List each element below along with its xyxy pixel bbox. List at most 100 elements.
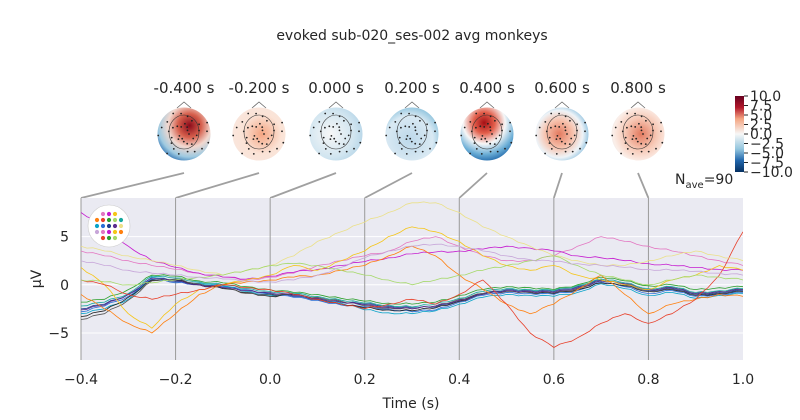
topomap-sensor	[640, 115, 643, 118]
topomap	[532, 101, 592, 164]
topomap-sensor	[255, 112, 257, 115]
topomap-sensor	[652, 123, 654, 126]
topomap-sensor	[252, 138, 255, 141]
topomap-sensor	[646, 137, 649, 140]
topomap-sensor	[282, 141, 285, 144]
sensor-dot	[118, 217, 124, 223]
topomap-sensor	[186, 150, 189, 153]
topomap-sensor	[491, 133, 493, 135]
topomap-sensor	[206, 130, 208, 133]
topomap-rim	[608, 104, 668, 164]
topomap-sensor	[309, 134, 312, 137]
topomap-head	[384, 106, 440, 162]
topomap-sensor	[576, 123, 578, 126]
topomap-sensor	[423, 134, 426, 137]
sensor-dot	[112, 235, 118, 241]
channel-line	[81, 277, 743, 311]
topomap-sensor	[324, 112, 327, 115]
topomap-sensor	[649, 134, 652, 137]
topomap-sensor	[347, 134, 350, 137]
topomap-time-label: 0.400 s	[459, 79, 515, 97]
topomap-sensor	[241, 121, 244, 123]
sensor-dot	[112, 223, 118, 229]
topomap-time-label: 0.600 s	[534, 79, 590, 97]
topomap-sensor	[345, 150, 348, 153]
sensor-dot	[94, 217, 100, 223]
topomap-sensor	[626, 148, 629, 150]
topomap-sensor	[429, 147, 431, 150]
topomap-sensor	[480, 138, 483, 141]
topomap-sensor	[496, 150, 499, 153]
topomap-sensor	[538, 126, 541, 129]
topomap-sensor	[556, 135, 559, 137]
topomap-sensor	[261, 142, 264, 145]
topomap-sensor	[338, 142, 341, 145]
topomap-sensor	[332, 126, 335, 128]
topomap-sensor	[404, 125, 407, 128]
topomap-sensor	[245, 142, 248, 145]
topomap-sensor	[394, 152, 396, 155]
topomap-sensor	[388, 126, 391, 129]
topomap-sensor	[614, 126, 617, 129]
topomap-sensor	[485, 140, 488, 143]
topomap-sensor	[504, 147, 506, 150]
topomap-sensor	[329, 153, 332, 155]
colorbar-gradient	[735, 96, 744, 172]
colorbar-tick-label: 2.5	[750, 118, 772, 134]
topomap	[306, 101, 366, 164]
topomap-sensor	[322, 142, 325, 145]
topomap-sensor	[544, 121, 547, 123]
topomap-sensor	[564, 142, 567, 145]
topomap-sensor	[620, 152, 622, 155]
topomap-sensor	[416, 133, 418, 135]
channel-line	[81, 201, 743, 276]
topomap-sensor	[318, 152, 320, 155]
channel-line	[81, 231, 743, 348]
topomap-sensor	[585, 141, 588, 144]
topomap-sensor	[253, 135, 256, 137]
topomap-sensor	[550, 126, 552, 129]
topomap-sensor	[242, 130, 245, 133]
x-axis-label: Time (s)	[382, 396, 440, 412]
topomap-sensor	[564, 115, 567, 118]
topomap-sensor	[177, 138, 180, 141]
topomap-sensor	[624, 136, 627, 139]
topomap-sensor	[481, 135, 484, 137]
topomap-sensor	[193, 150, 196, 153]
topomap-sensor	[329, 138, 332, 141]
topomap-sensor	[176, 125, 179, 128]
topomap-sensor	[434, 121, 436, 124]
topomap-sensor	[410, 140, 413, 143]
topomap-sensor	[385, 134, 388, 137]
topomap-sensor	[652, 129, 654, 132]
topomap-sensor	[635, 137, 638, 140]
topomap-sensor	[276, 147, 278, 150]
topomap-nose	[630, 101, 646, 109]
topomap-nose	[554, 101, 570, 109]
topomap-sensor	[358, 121, 360, 124]
topomap-sensor	[640, 142, 643, 145]
connector-line	[637, 172, 650, 199]
topomap-sensor	[562, 122, 564, 125]
topomap-sensor	[334, 140, 337, 143]
topomap-sensor	[638, 122, 640, 125]
topomap-sensor	[489, 126, 492, 128]
topomap-sensor	[501, 129, 503, 132]
colorbar-tick-label: −2.5	[750, 137, 784, 153]
colorbar-tick-label: −5.0	[750, 146, 784, 162]
topomap-sensor	[184, 122, 186, 125]
topomap-sensor	[460, 134, 463, 137]
topomap-sensor	[333, 137, 336, 140]
topomap-sensor	[195, 134, 198, 137]
topomap-sensor	[312, 126, 315, 129]
topomap-sensor	[558, 126, 561, 128]
topomap-sensor	[256, 137, 259, 140]
topomap-sensor	[324, 148, 327, 150]
topomap-sensor	[555, 153, 558, 155]
topomap-sensor	[170, 136, 173, 139]
topomap-sensor	[631, 153, 634, 155]
topomap	[457, 101, 517, 164]
topomap-sensor	[564, 129, 567, 132]
topomap-sensor	[584, 130, 586, 133]
